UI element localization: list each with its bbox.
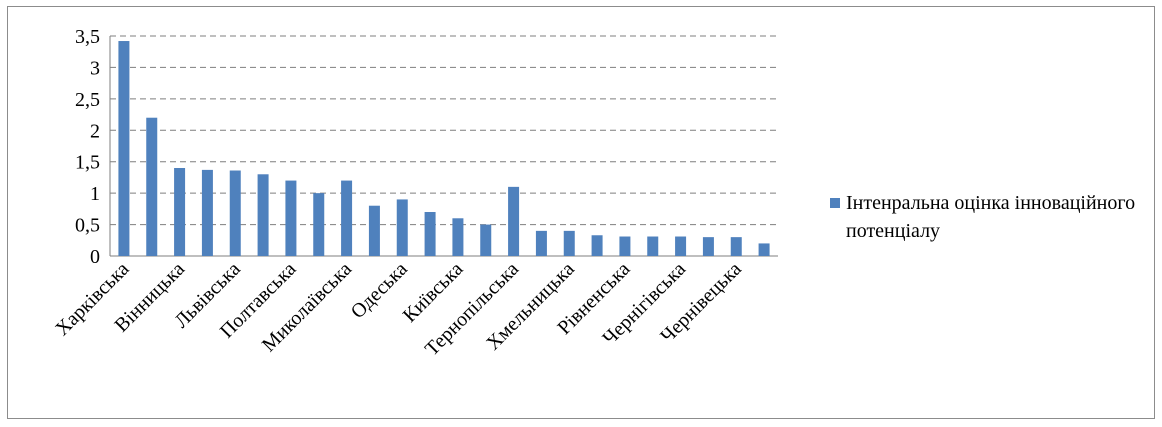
bar xyxy=(452,218,464,256)
y-tick-label: 2 xyxy=(90,120,100,142)
bar xyxy=(118,41,130,257)
bar xyxy=(647,236,659,256)
bar xyxy=(702,237,714,256)
bar xyxy=(424,212,436,256)
legend-label: потенціалу xyxy=(846,220,940,242)
bar xyxy=(480,224,492,256)
legend-label: Інтенральна оцінка інноваційного xyxy=(846,192,1135,214)
y-tick-label: 3 xyxy=(90,57,100,79)
y-tick-label: 0 xyxy=(90,246,100,268)
y-tick-label: 0,5 xyxy=(75,215,100,237)
bar xyxy=(229,170,241,256)
legend-swatch xyxy=(830,198,840,208)
bar xyxy=(730,237,742,256)
bar xyxy=(591,235,603,256)
bar xyxy=(368,205,380,256)
bar xyxy=(758,243,770,256)
y-tick-label: 1,5 xyxy=(75,152,100,174)
bar xyxy=(146,117,158,256)
bar xyxy=(174,168,186,256)
bar xyxy=(535,230,547,256)
bar xyxy=(313,193,325,256)
y-tick-label: 1 xyxy=(90,183,100,205)
bar xyxy=(396,199,408,256)
bar xyxy=(341,180,353,256)
bar xyxy=(563,230,575,256)
bar xyxy=(619,236,631,256)
y-tick-label: 3,5 xyxy=(75,26,100,48)
bar xyxy=(675,236,687,256)
chart-frame xyxy=(7,6,1155,419)
bar xyxy=(285,180,297,256)
bar xyxy=(201,169,213,256)
bar xyxy=(257,174,269,256)
y-tick-label: 2,5 xyxy=(75,89,100,111)
bar xyxy=(508,186,520,256)
